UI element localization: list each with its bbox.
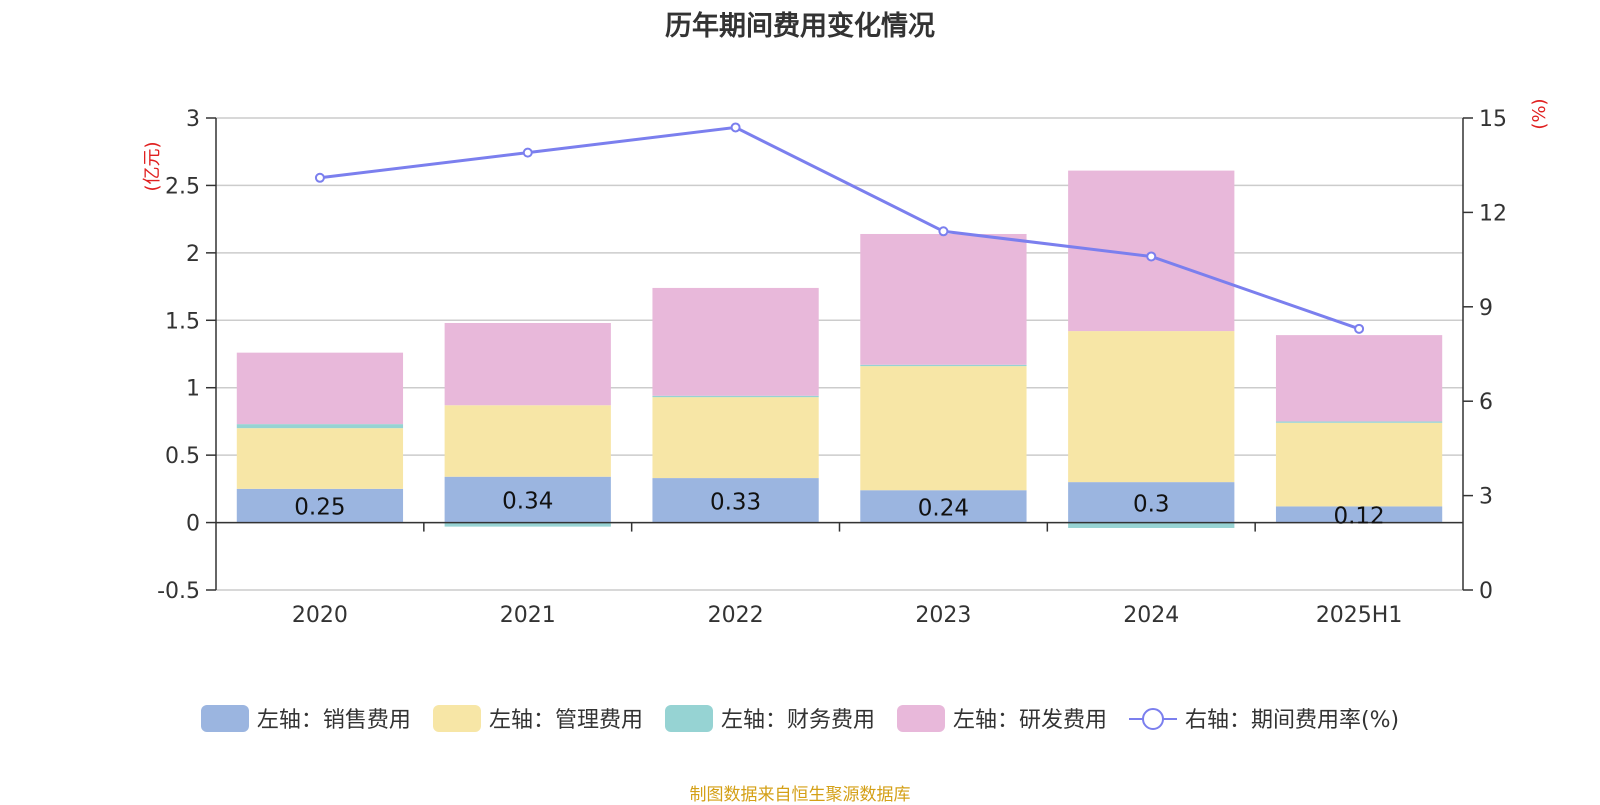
bar-2020 xyxy=(236,352,404,425)
x-tick-label: 2025H1 xyxy=(1316,603,1403,628)
bar-2025H1 xyxy=(1275,506,1443,523)
x-tick-label: 2023 xyxy=(915,603,971,628)
x-tick-label: 2024 xyxy=(1123,603,1179,628)
series-line xyxy=(319,125,1360,331)
y-left-tick-label: 0 xyxy=(186,512,200,537)
bar-2021 xyxy=(444,322,611,406)
line-point xyxy=(730,122,741,133)
bar-2022 xyxy=(652,395,819,398)
bar-2020 xyxy=(236,428,404,489)
y-left-axis-label: (亿元) xyxy=(142,141,163,191)
y-left-tick-label: 1 xyxy=(186,377,200,402)
bar-2024 xyxy=(1068,522,1235,528)
line-point xyxy=(314,172,325,183)
x-tick-label: 2022 xyxy=(708,603,764,628)
y-right-axis-label: (%) xyxy=(1529,98,1550,129)
x-tick-label: 2021 xyxy=(500,603,556,628)
y-right-tick-label: 9 xyxy=(1479,296,1493,321)
legend-item[interactable]: 左轴：财务费用 xyxy=(664,702,875,734)
line-point xyxy=(938,226,949,237)
y-left-tick-label: 1.5 xyxy=(165,309,200,334)
x-tick-label: 2020 xyxy=(292,603,348,628)
legend-swatch xyxy=(664,704,713,732)
y-right-tick-label: 6 xyxy=(1479,390,1493,415)
bar-2024 xyxy=(1068,482,1235,523)
bar-2020 xyxy=(236,424,404,429)
y-right-tick-label: 12 xyxy=(1479,201,1507,226)
legend: 左轴：销售费用 左轴：管理费用 左轴：财务费用 左轴：研发费用 右轴：期间费用率(%) xyxy=(0,702,1600,734)
bar-2024 xyxy=(1068,331,1235,483)
bar-2022 xyxy=(652,287,819,396)
bar-2021 xyxy=(444,476,611,523)
y-left-tick-label: -0.5 xyxy=(157,579,200,604)
legend-swatch xyxy=(896,704,945,732)
legend-label: 左轴：财务费用 xyxy=(720,708,875,733)
data-label: 0.24 xyxy=(918,495,969,521)
legend-swatch xyxy=(200,704,249,732)
y-left-tick-label: 0.5 xyxy=(165,444,200,469)
legend-label: 左轴：管理费用 xyxy=(488,708,643,733)
bar-2022 xyxy=(652,397,819,479)
bar-2020 xyxy=(236,488,404,523)
legend-item[interactable]: 左轴：销售费用 xyxy=(200,702,411,734)
bar-2025H1 xyxy=(1275,335,1443,422)
data-label: 0.12 xyxy=(1333,503,1384,529)
data-label: 0.25 xyxy=(294,495,345,521)
y-left-tick-label: 3 xyxy=(186,107,200,132)
y-right-tick-label: 0 xyxy=(1479,579,1493,604)
bar-2022 xyxy=(652,478,819,523)
legend-label: 右轴：期间费用率(%) xyxy=(1184,708,1400,733)
y-left-tick-label: 2.5 xyxy=(165,174,200,199)
data-label: 0.34 xyxy=(502,489,553,515)
legend-swatch xyxy=(432,704,481,732)
legend-item[interactable]: 右轴：期间费用率(%) xyxy=(1128,702,1400,734)
y-right-tick-label: 3 xyxy=(1479,485,1493,510)
y-left-tick-label: 2 xyxy=(186,242,200,267)
bar-2025H1 xyxy=(1275,421,1443,423)
data-label: 0.33 xyxy=(710,489,761,515)
source-note: 制图数据来自恒生聚源数据库 xyxy=(689,785,911,805)
bar-2023 xyxy=(860,366,1027,491)
bar-2021 xyxy=(444,522,611,527)
line-point xyxy=(1146,251,1157,262)
chart-title: 历年期间费用变化情况 xyxy=(665,11,935,42)
legend-item[interactable]: 左轴：管理费用 xyxy=(432,702,643,734)
bar-2023 xyxy=(860,364,1027,367)
line-point xyxy=(1354,323,1365,334)
bar-2023 xyxy=(860,490,1027,523)
bar-2025H1 xyxy=(1275,422,1443,507)
legend-label: 左轴：研发费用 xyxy=(952,708,1107,733)
legend-label: 左轴：销售费用 xyxy=(256,708,411,733)
bar-2021 xyxy=(444,405,611,477)
data-label: 0.3 xyxy=(1133,491,1170,517)
bar-2023 xyxy=(860,233,1027,365)
legend-item[interactable]: 左轴：研发费用 xyxy=(896,702,1107,734)
legend-line-marker-icon xyxy=(1128,707,1177,730)
line-point xyxy=(522,147,533,158)
y-right-tick-label: 15 xyxy=(1479,107,1507,132)
